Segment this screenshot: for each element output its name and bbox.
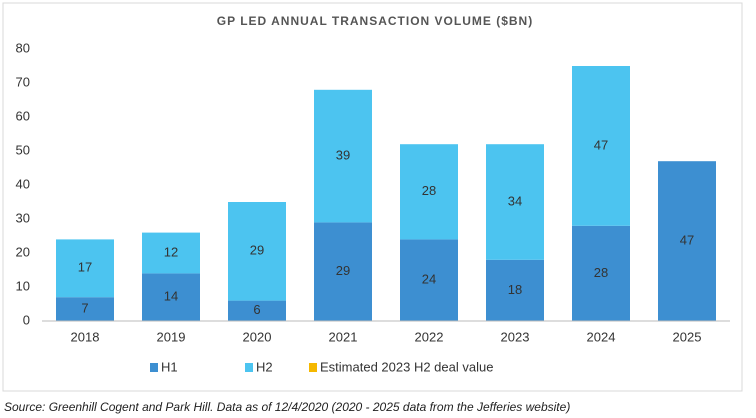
- y-tick-label: 50: [16, 142, 30, 157]
- y-tick-label: 0: [23, 312, 30, 327]
- y-tick-label: 40: [16, 176, 30, 191]
- bar-segment: [572, 225, 630, 321]
- x-tick-label: 2021: [329, 329, 358, 344]
- data-label: 12: [164, 244, 178, 259]
- bar-segment: [228, 300, 286, 321]
- bar-segment: [142, 273, 200, 321]
- data-label: 6: [253, 302, 260, 317]
- bar-segment: [572, 66, 630, 226]
- x-tick-label: 2024: [587, 329, 616, 344]
- chart-frame: [2, 2, 743, 392]
- x-tick-label: 2022: [415, 329, 444, 344]
- y-tick-label: 30: [16, 210, 30, 225]
- bar-segment: [142, 232, 200, 274]
- data-label: 29: [250, 243, 264, 258]
- bar-segment: [56, 297, 114, 321]
- legend-label: H1: [161, 359, 178, 374]
- legend-swatch: [150, 363, 158, 372]
- data-label: 17: [78, 260, 92, 275]
- legend-swatch: [245, 363, 253, 372]
- x-tick-label: 2019: [157, 329, 186, 344]
- chart-title: GP LED ANNUAL TRANSACTION VOLUME ($BN): [217, 14, 533, 28]
- data-label: 28: [594, 265, 608, 280]
- data-label: 14: [164, 289, 178, 304]
- x-tick-label: 2020: [243, 329, 272, 344]
- legend-label: H2: [256, 359, 273, 374]
- bar-segment: [228, 202, 286, 301]
- legend-swatch: [309, 363, 317, 372]
- data-label: 39: [336, 148, 350, 163]
- legend-label: Estimated 2023 H2 deal value: [320, 359, 493, 374]
- bar-segment: [56, 239, 114, 298]
- y-tick-label: 80: [16, 40, 30, 55]
- x-tick-label: 2025: [673, 329, 702, 344]
- bar-segment: [486, 259, 544, 321]
- bar-segment: [658, 161, 716, 321]
- data-label: 18: [508, 282, 522, 297]
- data-label: 24: [422, 272, 436, 287]
- y-tick-label: 20: [16, 244, 30, 259]
- data-label: 29: [336, 263, 350, 278]
- data-label: 47: [594, 137, 608, 152]
- x-tick-label: 2018: [71, 329, 100, 344]
- data-label: 34: [508, 193, 522, 208]
- y-tick-label: 70: [16, 74, 30, 89]
- y-tick-label: 10: [16, 278, 30, 293]
- data-label: 47: [680, 233, 694, 248]
- data-label: 28: [422, 183, 436, 198]
- bar-segment: [400, 144, 458, 240]
- data-label: 7: [81, 301, 88, 316]
- source-note: Source: Greenhill Cogent and Park Hill. …: [4, 400, 570, 414]
- x-tick-label: 2023: [501, 329, 530, 344]
- bar-segment: [314, 222, 372, 321]
- bar-segment: [486, 144, 544, 260]
- bar-segment: [314, 89, 372, 223]
- y-tick-label: 60: [16, 108, 30, 123]
- bar-segment: [400, 239, 458, 321]
